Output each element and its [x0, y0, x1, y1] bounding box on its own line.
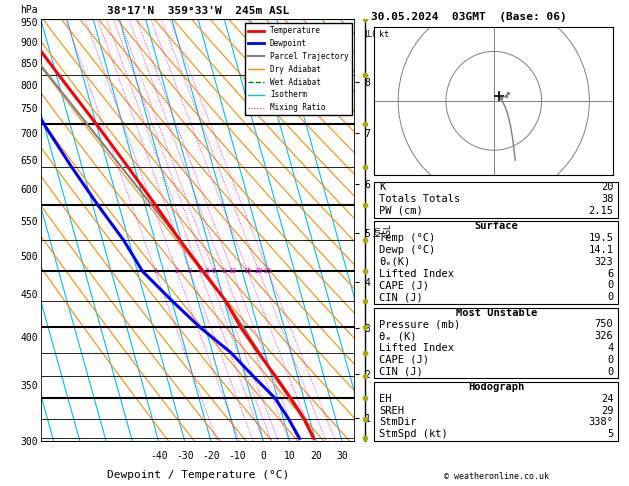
Text: CAPE (J): CAPE (J) [379, 280, 429, 290]
Text: 0: 0 [607, 292, 613, 302]
Text: K: K [379, 182, 386, 192]
Text: 2.15: 2.15 [588, 206, 613, 216]
Text: Most Unstable: Most Unstable [455, 308, 537, 317]
Text: 30.05.2024  03GMT  (Base: 06): 30.05.2024 03GMT (Base: 06) [371, 12, 567, 22]
Text: kt: kt [379, 30, 389, 38]
Text: PW (cm): PW (cm) [379, 206, 423, 216]
Text: 850: 850 [20, 59, 38, 69]
Text: hPa: hPa [20, 5, 38, 15]
Text: 1LCL: 1LCL [363, 31, 382, 39]
Text: SREH: SREH [379, 406, 404, 416]
Text: 300: 300 [20, 437, 38, 447]
Text: -30: -30 [176, 451, 194, 461]
Text: StmDir: StmDir [379, 417, 416, 428]
Text: Hodograph: Hodograph [468, 382, 525, 392]
Text: 326: 326 [594, 331, 613, 341]
Text: 30: 30 [337, 451, 348, 461]
Text: 14.1: 14.1 [588, 245, 613, 255]
Text: 750: 750 [594, 319, 613, 330]
Text: CIN (J): CIN (J) [379, 366, 423, 377]
Text: 323: 323 [594, 257, 613, 267]
Text: θₑ(K): θₑ(K) [379, 257, 410, 267]
Text: Totals Totals: Totals Totals [379, 194, 460, 204]
Text: 29: 29 [601, 406, 613, 416]
Text: 5: 5 [607, 429, 613, 439]
Y-axis label: km
ASL: km ASL [373, 224, 392, 238]
Text: 0: 0 [607, 280, 613, 290]
Title: 38°17'N  359°33'W  245m ASL: 38°17'N 359°33'W 245m ASL [107, 6, 289, 16]
Text: 2: 2 [175, 268, 179, 275]
Text: θₑ (K): θₑ (K) [379, 331, 416, 341]
Text: 0: 0 [607, 355, 613, 365]
Text: Temp (°C): Temp (°C) [379, 233, 435, 243]
Text: 450: 450 [20, 290, 38, 300]
Text: 4: 4 [607, 343, 613, 353]
Text: 20: 20 [310, 451, 322, 461]
Text: -20: -20 [203, 451, 220, 461]
Text: 19.5: 19.5 [588, 233, 613, 243]
Text: 900: 900 [20, 38, 38, 48]
Text: 700: 700 [20, 129, 38, 139]
Text: 10: 10 [284, 451, 296, 461]
Text: 3: 3 [188, 268, 192, 275]
Text: 25: 25 [264, 268, 272, 275]
Text: 1: 1 [153, 268, 158, 275]
Text: 24: 24 [601, 394, 613, 404]
Text: 20: 20 [255, 268, 264, 275]
Text: Surface: Surface [474, 221, 518, 231]
Text: CAPE (J): CAPE (J) [379, 355, 429, 365]
Text: 350: 350 [20, 381, 38, 391]
Text: 15: 15 [243, 268, 252, 275]
Text: 6: 6 [607, 269, 613, 278]
Text: Dewp (°C): Dewp (°C) [379, 245, 435, 255]
Text: -40: -40 [150, 451, 168, 461]
Text: 650: 650 [20, 156, 38, 166]
Text: 338°: 338° [588, 417, 613, 428]
Text: EH: EH [379, 394, 392, 404]
Text: 400: 400 [20, 333, 38, 343]
Text: 38: 38 [601, 194, 613, 204]
Text: 8: 8 [222, 268, 226, 275]
Text: 750: 750 [20, 104, 38, 114]
Text: 20: 20 [601, 182, 613, 192]
Text: Pressure (mb): Pressure (mb) [379, 319, 460, 330]
Text: Dewpoint / Temperature (°C): Dewpoint / Temperature (°C) [107, 470, 289, 480]
Text: Lifted Index: Lifted Index [379, 269, 454, 278]
Text: StmSpd (kt): StmSpd (kt) [379, 429, 448, 439]
Legend: Temperature, Dewpoint, Parcel Trajectory, Dry Adiabat, Wet Adiabat, Isotherm, Mi: Temperature, Dewpoint, Parcel Trajectory… [245, 23, 352, 115]
Text: 0: 0 [607, 366, 613, 377]
Text: 0: 0 [260, 451, 267, 461]
Text: 5: 5 [205, 268, 209, 275]
Text: © weatheronline.co.uk: © weatheronline.co.uk [445, 472, 549, 481]
Text: 500: 500 [20, 252, 38, 261]
Text: 800: 800 [20, 81, 38, 91]
Text: CIN (J): CIN (J) [379, 292, 423, 302]
Text: 600: 600 [20, 185, 38, 195]
Text: Lifted Index: Lifted Index [379, 343, 454, 353]
Text: 950: 950 [20, 18, 38, 28]
Text: 4: 4 [198, 268, 202, 275]
Text: 6: 6 [211, 268, 216, 275]
Text: 10: 10 [228, 268, 237, 275]
Text: 550: 550 [20, 217, 38, 227]
Text: -10: -10 [228, 451, 247, 461]
